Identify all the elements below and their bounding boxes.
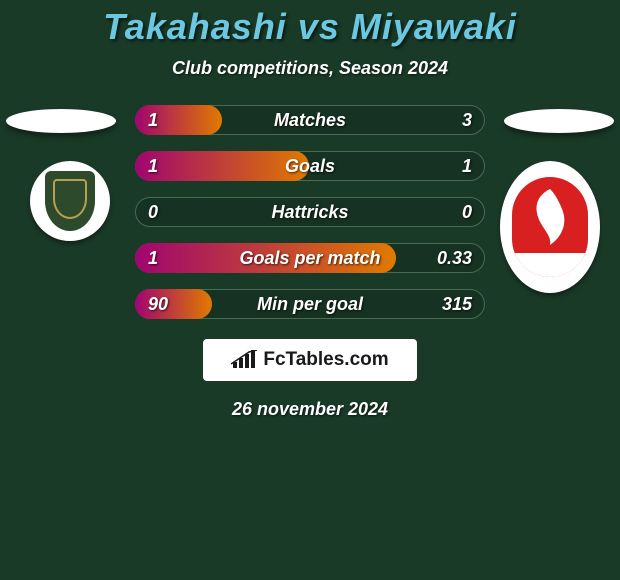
stat-value-right: 1 [462,156,472,177]
bars-chart-icon [231,350,257,370]
stat-bar-fill [135,151,309,181]
player-ellipse-right [504,109,614,133]
date-text: 26 november 2024 [0,399,620,420]
player-ellipse-left [6,109,116,133]
header: Takahashi vs Miyawaki Club competitions,… [0,0,620,79]
stat-value-left: 1 [148,110,158,131]
stat-value-left: 90 [148,294,168,315]
stat-label: Min per goal [257,294,363,315]
club-crest-left [30,161,110,241]
comparison-panel: nda Lock 1 Matches 3 1 Goals 1 0 Hattricks 0 1 Goa… [0,105,620,420]
stat-label: Goals [285,156,335,177]
swirl-icon [528,187,572,247]
stat-bar: 0 Hattricks 0 [135,197,485,227]
crest-right-label: nda Lock [512,264,588,273]
stat-bar: 1 Goals 1 [135,151,485,181]
stat-bars: 1 Matches 3 1 Goals 1 0 Hattricks 0 1 Goals per ma… [135,105,485,319]
stat-value-right: 0.33 [437,248,472,269]
club-crest-right: nda Lock [500,161,600,293]
stat-label: Goals per match [239,248,380,269]
stat-label: Hattricks [271,202,348,223]
brand-text: FcTables.com [263,349,388,371]
brand-box: FcTables.com [203,339,417,381]
page-subtitle: Club competitions, Season 2024 [0,58,620,79]
stat-value-left: 1 [148,156,158,177]
page-title: Takahashi vs Miyawaki [0,6,620,48]
stat-bar: 1 Goals per match 0.33 [135,243,485,273]
stat-value-right: 315 [442,294,472,315]
stat-value-left: 1 [148,248,158,269]
stat-bar: 90 Min per goal 315 [135,289,485,319]
stat-bar-fill [135,289,212,319]
stat-bar: 1 Matches 3 [135,105,485,135]
shield-icon [45,171,95,231]
shield-icon: nda Lock [512,177,588,277]
stat-value-left: 0 [148,202,158,223]
stat-label: Matches [274,110,346,131]
stat-value-right: 0 [462,202,472,223]
stat-value-right: 3 [462,110,472,131]
